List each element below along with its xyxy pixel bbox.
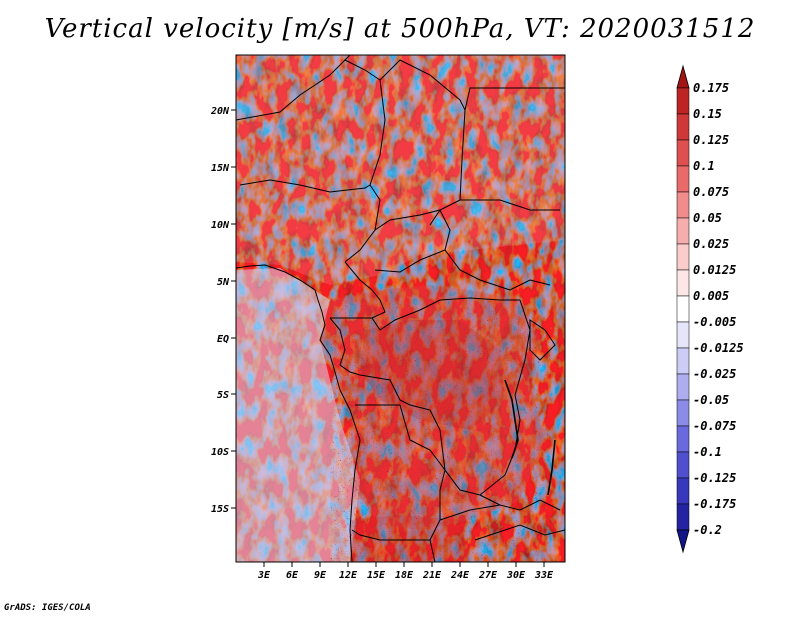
colorbar-segment: [676, 425, 690, 453]
colorbar-segment: [676, 399, 690, 427]
colorbar-label: 0.075: [693, 185, 729, 199]
lon-label-3E: 3E: [257, 570, 271, 581]
colorbar-bottom-arrow: [676, 529, 690, 554]
lon-label-21E: 21E: [422, 570, 442, 581]
lon-label-33E: 33E: [534, 570, 554, 581]
colorbar-label: 0.125: [693, 133, 729, 147]
colorbar-label: -0.175: [693, 497, 736, 511]
lon-tick-12E: 12E: [339, 562, 358, 581]
colorbar-label: 0.05: [693, 211, 722, 225]
lat-label-15N: 15N: [211, 163, 230, 174]
colorbar-label: -0.2: [693, 523, 722, 537]
lon-tick-33E: 33E: [534, 562, 554, 581]
lat-label-20N: 20N: [210, 106, 230, 117]
lon-tick-30E: 30E: [506, 562, 526, 581]
latitude-axis: 20N 15N 10N 5N EQ 5S 10S 15S: [210, 106, 236, 515]
colorbar-segment: [676, 321, 690, 349]
lon-label-12E: 12E: [339, 570, 358, 581]
lat-tick-15S: 15S: [211, 504, 236, 515]
lat-tick-5S: 5S: [217, 390, 236, 401]
colorbar-segment: [676, 347, 690, 375]
colorbar-segment: [676, 165, 690, 193]
colorbar-segment: [676, 113, 690, 141]
lat-tick-20N: 20N: [210, 106, 236, 117]
colorbar-segment: [676, 373, 690, 401]
colorbar-segment: [676, 191, 690, 219]
lon-tick-21E: 21E: [422, 562, 442, 581]
lon-tick-6E: 6E: [286, 562, 299, 581]
lon-label-30E: 30E: [506, 570, 526, 581]
colorbar-top-arrow: [676, 64, 690, 89]
velocity-field: [236, 55, 565, 562]
lon-label-6E: 6E: [286, 570, 299, 581]
map-title: Vertical velocity [m/s] at 500hPa, VT: 2…: [44, 14, 756, 44]
colorbar-label: -0.025: [693, 367, 736, 381]
lat-label-EQ: EQ: [217, 334, 229, 345]
map-frame: [235, 54, 566, 563]
lon-tick-18E: 18E: [395, 562, 414, 581]
colorbar-label: 0.15: [693, 107, 722, 121]
colorbar-label: -0.0125: [693, 341, 744, 355]
grads-footer: GrADS: IGES/COLA: [4, 603, 91, 613]
colorbar-label: -0.005: [693, 315, 736, 329]
colorbar-label: 0.025: [693, 237, 729, 251]
colorbar-segment: [676, 451, 690, 479]
colorbar: 0.175 0.15 0.125 0.1 0.075 0.05 0.025 0.0125 0.0…: [676, 64, 744, 554]
lat-label-5N: 5N: [217, 277, 230, 288]
lon-label-18E: 18E: [395, 570, 414, 581]
colorbar-label: 0.1: [693, 159, 715, 173]
colorbar-label: 0.175: [693, 81, 729, 95]
lat-label-10S: 10S: [211, 447, 229, 458]
lat-tick-5N: 5N: [217, 277, 236, 288]
colorbar-label: 0.0125: [693, 263, 736, 277]
lon-label-27E: 27E: [478, 570, 498, 581]
colorbar-segment: [676, 87, 690, 115]
colorbar-segment: [676, 295, 690, 323]
colorbar-segment: [676, 269, 690, 297]
colorbar-segment: [676, 503, 690, 531]
lon-label-15E: 15E: [367, 570, 386, 581]
colorbar-segment: [676, 477, 690, 505]
lat-label-5S: 5S: [217, 390, 229, 401]
lat-tick-EQ: EQ: [217, 334, 236, 345]
colorbar-label: 0.005: [693, 289, 729, 303]
lat-label-10N: 10N: [211, 220, 230, 231]
lat-tick-10S: 10S: [211, 447, 236, 458]
lon-label-24E: 24E: [450, 570, 470, 581]
colorbar-segment: [676, 243, 690, 271]
country-borders: [236, 55, 565, 562]
lon-tick-9E: 9E: [314, 562, 327, 581]
lon-tick-24E: 24E: [450, 562, 470, 581]
lon-tick-27E: 27E: [478, 562, 498, 581]
lat-tick-10N: 10N: [211, 220, 236, 231]
longitude-axis: 3E 6E 9E 12E 15E 18E 21E 24E 27E 30E 33E: [257, 562, 554, 581]
colorbar-label: -0.125: [693, 471, 736, 485]
lat-tick-15N: 15N: [211, 163, 236, 174]
colorbar-segment: [676, 217, 690, 245]
colorbar-segment: [676, 139, 690, 167]
lon-tick-15E: 15E: [367, 562, 386, 581]
lon-tick-3E: 3E: [257, 562, 271, 581]
colorbar-label: -0.05: [693, 393, 729, 407]
lat-label-15S: 15S: [211, 504, 229, 515]
colorbar-label: -0.1: [693, 445, 722, 459]
lon-label-9E: 9E: [314, 570, 327, 581]
colorbar-label: -0.075: [693, 419, 736, 433]
